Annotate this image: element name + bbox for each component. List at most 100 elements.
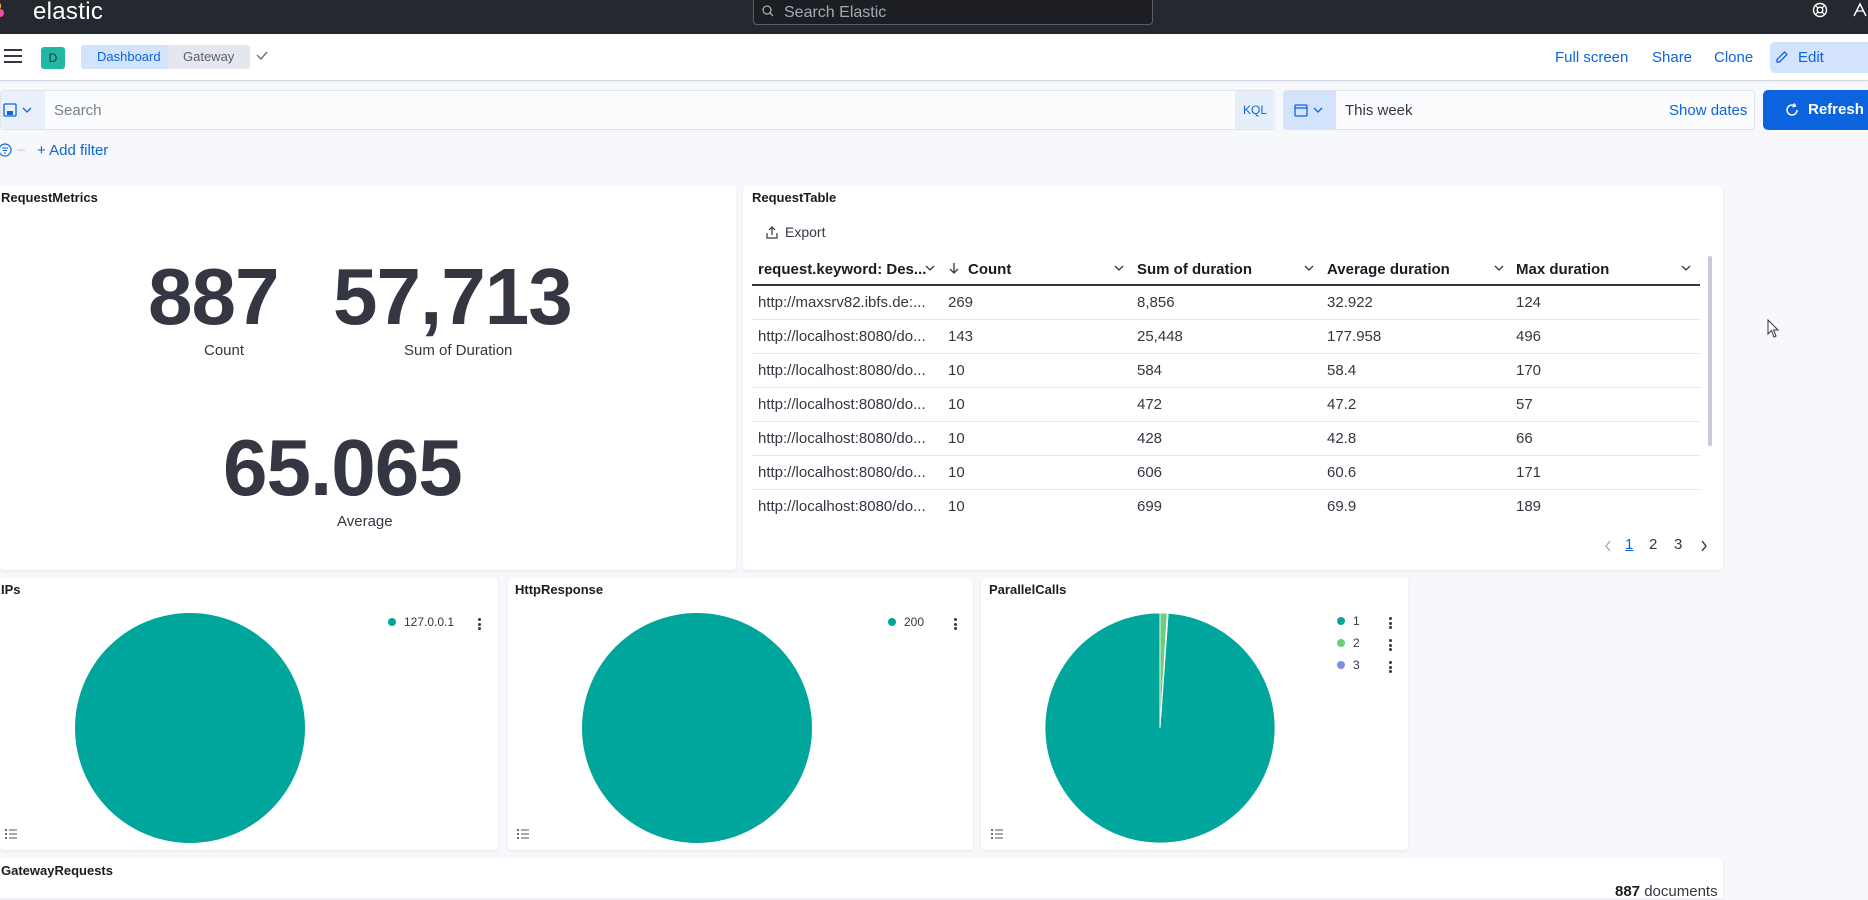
panel-title: HttpResponse [515, 582, 604, 597]
date-range-label[interactable]: This week [1345, 102, 1413, 119]
breadcrumb-gateway: Gateway [168, 45, 251, 69]
full-screen-button[interactable]: Full screen [1555, 49, 1629, 66]
parallel-calls-panel: ParallelCalls 1 2 3 [981, 578, 1408, 850]
gateway-requests-panel [0, 858, 1723, 898]
mouse-cursor-icon [1767, 319, 1780, 338]
cell-count: 10 [948, 464, 965, 481]
export-icon [766, 226, 778, 239]
metric-count-value: 887 [148, 252, 279, 341]
column-header-request[interactable]: request.keyword: Des... [758, 261, 927, 278]
table-row: http://localhost:8080/do... 10 472 47.2 … [752, 388, 1700, 422]
page-3-button[interactable]: 3 [1674, 536, 1683, 553]
kql-toggle-button[interactable]: KQL [1235, 91, 1275, 129]
next-page-icon[interactable] [1700, 540, 1708, 552]
date-picker: This week Show dates [1283, 90, 1755, 130]
legend-toggle-icon[interactable] [516, 828, 530, 840]
legend-label: 200 [904, 615, 925, 629]
legend-options-icon[interactable] [1389, 639, 1393, 653]
cell-request[interactable]: http://localhost:8080/do... [758, 396, 926, 413]
export-label: Export [785, 224, 826, 240]
previous-page-icon[interactable] [1604, 540, 1612, 552]
cell-request[interactable]: http://localhost:8080/do... [758, 498, 926, 515]
cell-sum-duration: 606 [1137, 464, 1163, 481]
refresh-button-label: Refresh [1808, 101, 1864, 118]
check-icon[interactable] [255, 50, 269, 62]
http-response-pie-chart [582, 613, 812, 843]
legend-color-dot [388, 618, 396, 626]
global-header: elastic Search Elastic [0, 0, 1868, 34]
clone-button[interactable]: Clone [1714, 49, 1754, 66]
edit-button[interactable]: Edit [1770, 42, 1868, 73]
filter-options-icon[interactable] [0, 141, 28, 159]
saved-query-menu[interactable] [1, 91, 45, 129]
add-filter-button[interactable]: + Add filter [37, 142, 109, 159]
cell-average-duration: 42.8 [1327, 430, 1357, 447]
search-icon [762, 5, 774, 17]
legend-options-icon[interactable] [1389, 617, 1393, 631]
request-table: request.keyword: Des... Count Sum of dur… [752, 252, 1700, 524]
refresh-icon [1786, 103, 1798, 116]
global-search-input[interactable]: Search Elastic [753, 0, 1153, 25]
cell-average-duration: 60.6 [1327, 464, 1357, 481]
chevron-down-icon[interactable] [1681, 264, 1691, 272]
request-metrics-panel: RequestMetrics 887 Count 57,713 Sum of D… [0, 186, 736, 570]
refresh-button[interactable]: Refresh [1763, 90, 1868, 130]
cell-count: 269 [948, 294, 974, 311]
legend-options-icon[interactable] [478, 618, 482, 632]
legend-item-2[interactable]: 2 [1337, 636, 1360, 650]
chevron-down-icon[interactable] [1304, 264, 1314, 272]
legend-options-icon[interactable] [954, 618, 958, 632]
show-dates-button[interactable]: Show dates [1669, 102, 1748, 119]
cell-request[interactable]: http://localhost:8080/do... [758, 328, 926, 345]
cell-max-duration: 66 [1516, 430, 1533, 447]
legend-item-3[interactable]: 3 [1337, 658, 1360, 672]
cell-request[interactable]: http://localhost:8080/do... [758, 430, 926, 447]
query-search-input[interactable]: Search [54, 102, 102, 119]
column-header-sum-duration[interactable]: Sum of duration [1137, 261, 1252, 278]
cell-sum-duration: 699 [1137, 498, 1163, 515]
metric-average-label: Average [337, 513, 393, 530]
help-icon[interactable] [1812, 2, 1828, 18]
cell-request[interactable]: http://maxsrv82.ibfs.de:... [758, 294, 926, 311]
chevron-down-icon[interactable] [1494, 264, 1504, 272]
brand-name: elastic [33, 0, 104, 25]
column-header-average-duration[interactable]: Average duration [1327, 261, 1450, 278]
column-header-max-duration[interactable]: Max duration [1516, 261, 1610, 278]
pie-slice-127-0-0-1[interactable] [75, 613, 305, 843]
export-button[interactable]: Export [765, 224, 825, 240]
share-button[interactable]: Share [1652, 49, 1693, 66]
column-header-count[interactable]: Count [968, 261, 1012, 278]
cell-count: 10 [948, 430, 965, 447]
calendar-icon [1294, 104, 1323, 117]
breadcrumb-dashboard[interactable]: Dashboard [81, 45, 177, 69]
parallel-calls-pie-chart [1044, 612, 1276, 844]
page-2-button[interactable]: 2 [1649, 536, 1658, 553]
legend-options-icon[interactable] [1389, 661, 1393, 675]
cell-count: 10 [948, 396, 965, 413]
legend-item-200[interactable]: 200 [888, 615, 924, 629]
legend-toggle-icon[interactable] [990, 828, 1004, 840]
newsfeed-icon[interactable] [1852, 2, 1868, 18]
cell-request[interactable]: http://localhost:8080/do... [758, 362, 926, 379]
chevron-down-icon[interactable] [925, 264, 935, 272]
menu-toggle-icon[interactable] [4, 49, 22, 65]
legend-item-1[interactable]: 1 [1337, 614, 1360, 628]
quick-menu-button[interactable] [1284, 91, 1336, 129]
table-scrollbar[interactable] [1708, 256, 1712, 446]
cell-count: 10 [948, 362, 965, 379]
pie-slice-200[interactable] [582, 613, 812, 843]
chevron-down-icon[interactable] [1114, 264, 1124, 272]
legend-label: 2 [1353, 636, 1360, 650]
sort-descending-icon[interactable] [949, 262, 959, 274]
cell-count: 10 [948, 498, 965, 515]
pie-slice-3[interactable] [1159, 612, 1169, 729]
legend-label: 1 [1353, 614, 1360, 628]
legend-toggle-icon[interactable] [4, 828, 18, 840]
page-1-button[interactable]: 1 [1625, 536, 1634, 553]
cell-max-duration: 124 [1516, 294, 1542, 311]
cell-request[interactable]: http://localhost:8080/do... [758, 464, 926, 481]
legend-item-127-0-0-1[interactable]: 127.0.0.1 [388, 615, 454, 629]
metric-count-label: Count [204, 342, 245, 359]
cell-sum-duration: 472 [1137, 396, 1163, 413]
space-avatar[interactable]: D [41, 47, 65, 69]
